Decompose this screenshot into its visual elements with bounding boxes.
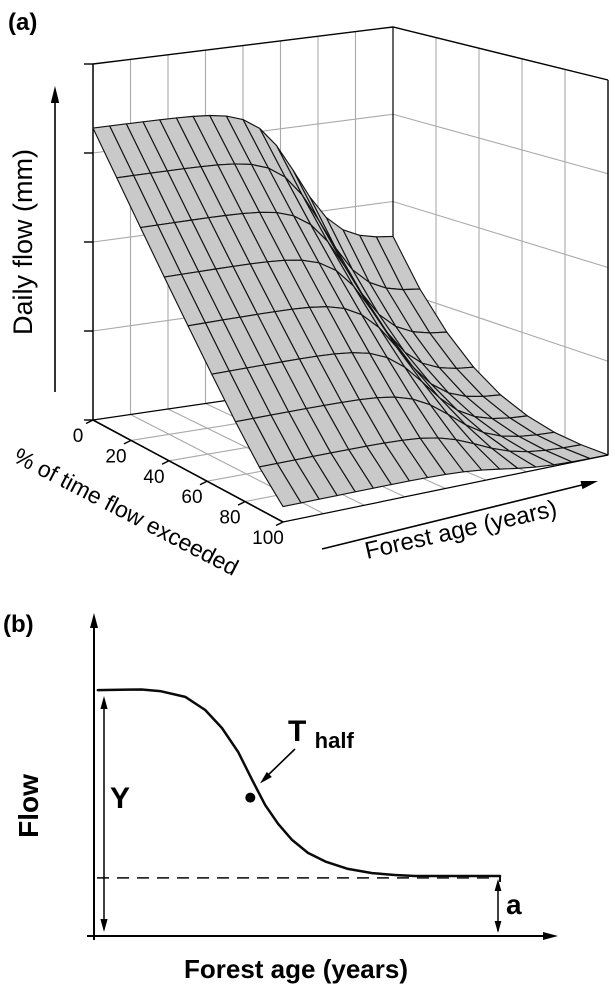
percent-tick-label: 100 (252, 528, 284, 549)
panel-b-schematic-plot: (b) Flow Forest age (years) Y T half a (3, 611, 558, 984)
forest-age-arrowhead (580, 481, 598, 490)
daily-flow-axis-label: Daily flow (mm) (8, 149, 38, 335)
flow-axis-label: Flow (13, 774, 44, 838)
flow-decline-curve (96, 688, 502, 878)
percent-axis-tick (199, 480, 208, 486)
curve-and-annotations (87, 613, 558, 940)
half-time-point (245, 792, 256, 803)
y-axis-arrowhead (90, 613, 98, 628)
panel-b-label: (b) (3, 611, 34, 638)
initial-flow-annotation: Y (110, 782, 130, 815)
axis-lines-and-ticks (84, 63, 609, 527)
percent-axis-tick (237, 500, 246, 506)
x-axis-arrowhead (543, 932, 558, 940)
percent-axis-tick-labels: 0 20 40 60 80 100 (73, 426, 284, 549)
percent-axis-tick (161, 460, 170, 465)
initial-flow-arrowhead-bottom (100, 919, 108, 932)
percent-tick-label: 20 (105, 446, 126, 467)
percent-axis-tick (275, 521, 284, 527)
forest-age-axis-label-b: Forest age (years) (184, 954, 408, 984)
asymptote-arrowhead-bottom (494, 921, 502, 933)
percent-tick-label: 60 (181, 487, 202, 508)
percent-tick-label: 80 (219, 508, 240, 529)
half-time-annotation-sub: half (315, 728, 355, 753)
half-time-annotation: T half (288, 715, 354, 753)
flow-duration-surface-mesh (92, 114, 609, 508)
half-time-pointer-arrowhead (260, 771, 272, 784)
percent-tick-label: 0 (73, 426, 84, 447)
surface-mesh-cell (258, 462, 302, 508)
box-top-edges (92, 26, 609, 81)
floor-front-edge (282, 454, 609, 523)
percent-axis-line (92, 419, 284, 523)
daily-flow-arrowhead (50, 86, 60, 103)
initial-flow-arrowhead-top (100, 696, 108, 709)
half-time-annotation-main: T (288, 715, 306, 748)
forest-age-arrow (321, 481, 593, 550)
percent-axis-tick (85, 419, 94, 425)
half-time-pointer-arrow (263, 748, 296, 780)
asymptote-arrowhead-top (494, 879, 502, 891)
forest-age-axis-label-a: Forest age (years) (362, 495, 559, 565)
panel-a-label: (a) (8, 9, 37, 36)
percent-axis-tick (123, 439, 132, 445)
axis-arrows (50, 86, 598, 550)
percent-tick-label: 40 (143, 467, 164, 488)
asymptote-annotation: a (506, 889, 522, 920)
